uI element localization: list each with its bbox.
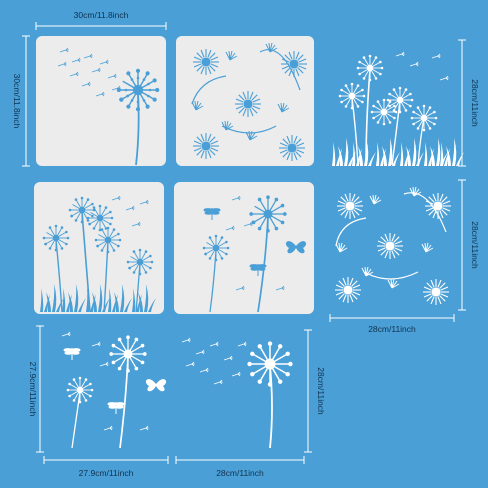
dimension-right-height-top-label: 28cm/11inch: [470, 79, 480, 127]
stencil-1-sheet: [36, 36, 166, 166]
stencil-4[interactable]: [34, 182, 164, 314]
dandelion-dragonfly-butterfly-icon: [202, 194, 307, 313]
dimension-bottom-right-height-label: 28cm/11inch: [316, 367, 326, 415]
dimension-middle-right-width: 28cm/11inch: [329, 314, 455, 334]
dimension-left-height-top-label: 30cm/11.8inch: [12, 74, 22, 129]
stencil-2[interactable]: [176, 36, 314, 166]
dimension-bottom-left-width-label: 27.9cm/11inch: [79, 468, 134, 478]
dimension-left-height-bottom: 27.9cm/11inch: [28, 325, 44, 453]
stencil-1[interactable]: [36, 36, 166, 166]
dimension-right-height-middle: 28cm/11inch: [458, 179, 480, 311]
dandelion-flower-ring-icon: [334, 186, 452, 306]
dimension-top-width: 30cm/11.8inch: [35, 9, 167, 30]
dandelion-field-grass-icon: [332, 51, 464, 166]
dimension-middle-right-width-label: 28cm/11inch: [368, 324, 416, 334]
stencil-4-sheet: [34, 182, 164, 314]
dimension-bottom-right-width: 28cm/11inch: [175, 456, 305, 478]
dimension-left-height-top: 30cm/11.8inch: [12, 35, 30, 167]
dimension-top-width-label: 30cm/11.8inch: [74, 10, 129, 20]
cutout-3[interactable]: [332, 51, 464, 166]
cutout-7[interactable]: [61, 331, 167, 449]
cutout-6[interactable]: [334, 186, 452, 306]
dandelion-meadow-grass-icon: [40, 195, 156, 313]
dandelion-flower-heads-icon: [191, 42, 308, 162]
stencil-5-sheet: [174, 182, 314, 314]
dimension-bottom-right-height: 28cm/11inch: [304, 329, 326, 453]
dimension-bottom-right-width-label: 28cm/11inch: [216, 468, 264, 478]
dimension-bottom-left-width: 27.9cm/11inch: [43, 456, 169, 478]
cutout-8[interactable]: [181, 337, 294, 449]
dandelion-seeds-blowing-icon: [57, 47, 161, 166]
dimension-right-height-middle-label: 28cm/11inch: [470, 221, 480, 269]
dimension-left-height-bottom-label: 27.9cm/11inch: [28, 362, 38, 417]
dandelion-seeds-blowing-icon: [181, 337, 294, 449]
stencil-5[interactable]: [174, 182, 314, 314]
dandelion-dragonfly-butterfly-icon: [61, 331, 167, 449]
dimension-right-height-top: 28cm/11inch: [458, 39, 480, 167]
